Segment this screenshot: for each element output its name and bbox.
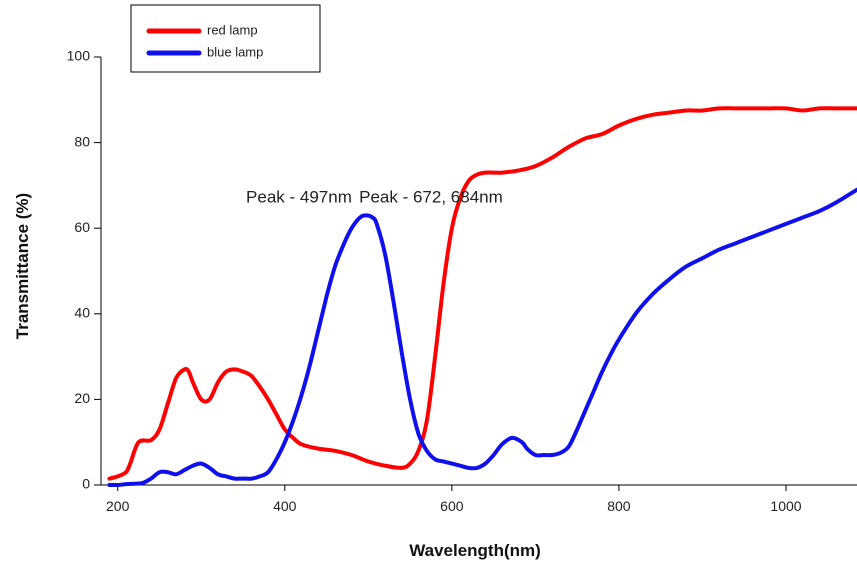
y-tick-label-60: 60 [74, 219, 90, 235]
x-tick-label-1000: 1000 [770, 498, 801, 514]
y-tick-label-80: 80 [74, 133, 90, 149]
y-axis-title: Transmittance (%) [13, 193, 32, 339]
legend: red lamp blue lamp [130, 4, 321, 73]
y-tick-label-40: 40 [74, 305, 90, 321]
annotation-layer: Peak - 497nm Peak - 672, 684nm [246, 188, 503, 207]
series-line-blue-lamp [107, 187, 857, 488]
peak-annotation-2: Peak - 672, 684nm [359, 188, 503, 207]
y-tick-label-100: 100 [67, 48, 91, 64]
y-tick-label-20: 20 [74, 390, 90, 406]
y-ticks: 0 20 40 60 80 100 [67, 48, 101, 492]
x-ticks: 200 400 600 800 1000 [106, 485, 802, 514]
x-tick-label-200: 200 [106, 498, 130, 514]
legend-label-red-lamp: red lamp [207, 22, 258, 37]
x-tick-label-600: 600 [440, 498, 464, 514]
series-line-red-lamp [107, 106, 857, 481]
legend-box [130, 4, 321, 73]
x-tick-label-800: 800 [607, 498, 631, 514]
x-axis-title: Wavelength(nm) [409, 541, 541, 560]
y-tick-label-0: 0 [82, 476, 90, 492]
legend-label-blue-lamp: blue lamp [207, 44, 263, 59]
x-tick-label-400: 400 [273, 498, 297, 514]
peak-annotation-1: Peak - 497nm [246, 188, 352, 207]
axes [100, 57, 857, 486]
series-layer [107, 106, 857, 488]
